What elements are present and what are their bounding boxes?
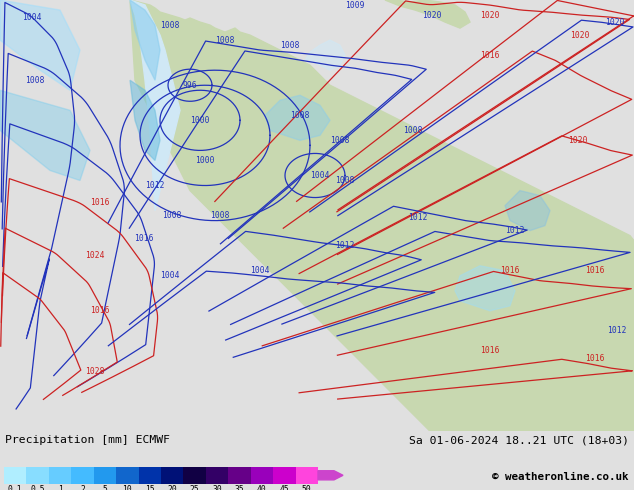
- Bar: [49, 466, 71, 484]
- Text: Sa 01-06-2024 18..21 UTC (18+03): Sa 01-06-2024 18..21 UTC (18+03): [409, 435, 629, 445]
- Text: 1004: 1004: [310, 171, 330, 180]
- Text: 35: 35: [235, 485, 244, 490]
- Polygon shape: [130, 80, 160, 160]
- Text: 1020: 1020: [605, 18, 624, 26]
- Text: 1020: 1020: [570, 30, 590, 40]
- Polygon shape: [305, 40, 345, 70]
- Text: © weatheronline.co.uk: © weatheronline.co.uk: [493, 472, 629, 482]
- Text: 1008: 1008: [25, 76, 45, 85]
- Text: 1012: 1012: [408, 213, 428, 222]
- Text: 1008: 1008: [280, 41, 300, 49]
- Bar: [206, 466, 228, 484]
- Bar: [228, 466, 250, 484]
- Text: 996: 996: [183, 81, 197, 90]
- Polygon shape: [455, 266, 515, 311]
- Text: 0.5: 0.5: [30, 485, 45, 490]
- Polygon shape: [130, 0, 180, 211]
- Text: 1016: 1016: [500, 266, 520, 275]
- Polygon shape: [0, 90, 90, 180]
- Text: 1008: 1008: [330, 136, 350, 145]
- Text: 0.1: 0.1: [8, 485, 23, 490]
- Text: 1012: 1012: [335, 241, 355, 250]
- Bar: [273, 466, 295, 484]
- Polygon shape: [265, 95, 330, 141]
- Polygon shape: [505, 191, 550, 231]
- Text: 1012: 1012: [607, 326, 627, 336]
- Text: 1028: 1028: [85, 367, 105, 375]
- Text: 50: 50: [302, 485, 312, 490]
- Text: 30: 30: [212, 485, 222, 490]
- Bar: [250, 466, 273, 484]
- Text: 1012: 1012: [145, 181, 165, 190]
- Text: 10: 10: [122, 485, 133, 490]
- Text: 2: 2: [80, 485, 85, 490]
- Text: 1020: 1020: [480, 11, 500, 20]
- Text: 1004: 1004: [22, 13, 42, 22]
- Bar: [4, 466, 27, 484]
- Text: 1004: 1004: [250, 266, 269, 275]
- Text: 25: 25: [190, 485, 200, 490]
- Polygon shape: [130, 0, 634, 431]
- Text: 1008: 1008: [216, 36, 235, 45]
- Text: 15: 15: [145, 485, 155, 490]
- Text: 20: 20: [167, 485, 177, 490]
- Bar: [71, 466, 94, 484]
- Text: 1016: 1016: [90, 198, 110, 207]
- Bar: [183, 466, 206, 484]
- Text: 1000: 1000: [195, 156, 215, 165]
- Text: 1004: 1004: [160, 271, 180, 280]
- Text: 5: 5: [103, 485, 107, 490]
- Text: Precipitation [mm] ECMWF: Precipitation [mm] ECMWF: [5, 435, 170, 445]
- Bar: [295, 466, 318, 484]
- Bar: [94, 466, 116, 484]
- Text: 1008: 1008: [290, 111, 310, 120]
- Text: 1012: 1012: [505, 226, 525, 235]
- Text: 1016: 1016: [585, 354, 605, 364]
- Bar: [116, 466, 139, 484]
- Text: 1016: 1016: [480, 50, 500, 60]
- Polygon shape: [0, 0, 80, 90]
- Text: 1: 1: [58, 485, 63, 490]
- Text: 1008: 1008: [162, 211, 182, 220]
- Text: 1020: 1020: [568, 136, 588, 145]
- FancyArrow shape: [318, 471, 343, 480]
- Text: 1016: 1016: [90, 306, 110, 316]
- Text: 1008: 1008: [160, 21, 180, 29]
- Text: 1016: 1016: [585, 266, 605, 275]
- Text: 1008: 1008: [403, 126, 423, 135]
- Text: 1009: 1009: [346, 0, 365, 9]
- Bar: [161, 466, 183, 484]
- Bar: [27, 466, 49, 484]
- Text: 45: 45: [280, 485, 289, 490]
- Text: 1016: 1016: [480, 346, 500, 355]
- Text: 1008: 1008: [335, 176, 355, 185]
- Polygon shape: [385, 0, 470, 28]
- Text: 1016: 1016: [134, 234, 154, 243]
- Polygon shape: [130, 0, 160, 80]
- Text: 40: 40: [257, 485, 267, 490]
- Text: 1008: 1008: [210, 211, 230, 220]
- Text: 1020: 1020: [422, 11, 442, 20]
- Bar: [139, 466, 161, 484]
- Text: 1024: 1024: [85, 251, 105, 260]
- Text: 1000: 1000: [190, 116, 210, 125]
